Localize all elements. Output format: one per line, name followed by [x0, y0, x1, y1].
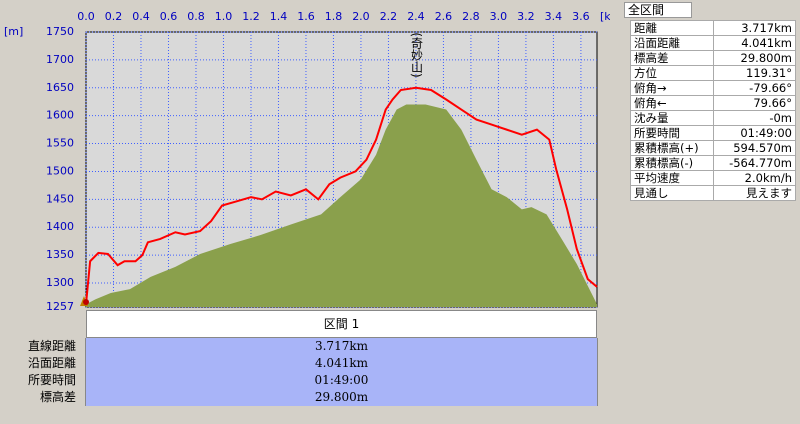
x-tick-label: 2.6	[435, 10, 453, 23]
section-row: 直線距離 3.717km	[0, 338, 600, 355]
summary-title: 全区間	[624, 2, 692, 18]
summary-label: 累積標高(+)	[629, 140, 715, 156]
x-tick-label: 3.0	[490, 10, 508, 23]
x-tick-label: 2.2	[380, 10, 398, 23]
summary-row: 俯角← 79.66°	[629, 95, 796, 111]
y-tick-label: 1600	[46, 109, 74, 122]
y-tick-label: 1750	[46, 25, 74, 38]
x-tick-label: 1.0	[215, 10, 233, 23]
x-tick-label: 3.4	[545, 10, 563, 23]
section-row: 所要時間 01:49:00	[0, 372, 600, 389]
y-tick-label: 1257	[46, 300, 74, 310]
plot	[85, 31, 598, 308]
summary-label: 平均速度	[629, 170, 715, 186]
summary-value: 79.66°	[713, 95, 796, 111]
x-tick-label: 1.2	[242, 10, 260, 23]
x-tick-label: 2.4	[407, 10, 425, 23]
x-tick-label: 0.8	[187, 10, 205, 23]
x-tick-label: 1.8	[325, 10, 343, 23]
summary-value: 4.041km	[713, 35, 796, 51]
summary-value: 119.31°	[713, 65, 796, 81]
summary-label: 俯角→	[629, 80, 715, 96]
summary-label: 所要時間	[629, 125, 715, 141]
section-row: 標高差 29.800m	[0, 389, 600, 406]
summary-value: 2.0km/h	[713, 170, 796, 186]
terrain-area	[86, 104, 597, 307]
y-tick-label: 1550	[46, 137, 74, 150]
y-tick-label: 1300	[46, 276, 74, 289]
section-label: 標高差	[39, 390, 76, 404]
y-tick-label: 1700	[46, 53, 74, 66]
y-tick-label: 1450	[46, 192, 74, 205]
summary-value: 29.800m	[713, 50, 796, 66]
section-value: 29.800m	[85, 389, 598, 406]
summary-value: 594.570m	[713, 140, 796, 156]
x-axis-label: [km]	[600, 10, 610, 23]
x-tick-label: 1.4	[270, 10, 288, 23]
summary-row: 方位 119.31°	[629, 65, 796, 81]
summary-row: 沈み量 -0m	[629, 110, 796, 126]
x-tick-label: 1.6	[297, 10, 315, 23]
summary-label: 見通し	[629, 185, 715, 201]
x-tick-label: 0.0	[77, 10, 95, 23]
summary-label: 累積標高(-)	[629, 155, 715, 171]
x-tick-label: 3.2	[517, 10, 535, 23]
summary-row: 沿面距離 4.041km	[629, 35, 796, 51]
summary-value: 見えます	[713, 185, 796, 201]
section-value: 4.041km	[85, 355, 598, 372]
summary-row: 平均速度 2.0km/h	[629, 170, 796, 186]
x-tick-label: 3.6	[572, 10, 590, 23]
x-tick-label: 2.8	[462, 10, 480, 23]
summary-value: 01:49:00	[713, 125, 796, 141]
x-tick-label: 0.6	[160, 10, 178, 23]
section-value: 01:49:00	[85, 372, 598, 389]
x-tick-label: 0.4	[132, 10, 150, 23]
summary-value: -564.770m	[713, 155, 796, 171]
summary-label: 距離	[629, 20, 715, 36]
summary-row: 距離 3.717km	[629, 20, 796, 36]
route-line	[85, 86, 598, 305]
summary-row: 累積標高(-) -564.770m	[629, 155, 796, 171]
start-flag	[80, 296, 89, 306]
y-tick-label: 1500	[46, 164, 74, 177]
summary-panel: 全区間 距離 3.717km 沿面距離 4.041km 標高差 29.800m 方位 119.…	[624, 2, 796, 201]
section-label: 沿面距離	[27, 356, 76, 370]
summary-row: 所要時間 01:49:00	[629, 125, 796, 141]
section-value: 3.717km	[85, 338, 598, 355]
summary-label: 俯角←	[629, 95, 715, 111]
section-row: 沿面距離 4.041km	[0, 355, 600, 372]
summary-row: 見通し 見えます	[629, 185, 796, 201]
summary-row: 俯角→ -79.66°	[629, 80, 796, 96]
y-axis-label: [m]	[4, 25, 23, 38]
summary-value: -79.66°	[713, 80, 796, 96]
summary-label: 沿面距離	[629, 35, 715, 51]
y-tick-label: 1400	[46, 220, 74, 233]
summary-label: 沈み量	[629, 110, 715, 126]
x-tick-label: 2.0	[352, 10, 370, 23]
section-header: 区間 1	[86, 310, 597, 338]
summary-row: 累積標高(+) 594.570m	[629, 140, 796, 156]
summary-value: -0m	[713, 110, 796, 126]
summary-row: 標高差 29.800m	[629, 50, 796, 66]
section-rows: 直線距離 3.717km 沿面距離 4.041km 所要時間 01:49:00 標高差 29.…	[0, 338, 600, 406]
y-tick-label: 1350	[46, 248, 74, 261]
annotation: (奇妙山)	[410, 32, 424, 77]
chart: [m] [km] (奇妙山) 1257 1300 1350 1400 1450 1500 1…	[4, 10, 610, 310]
summary-table: 距離 3.717km 沿面距離 4.041km 標高差 29.800m 方位 119.31° 俯…	[629, 20, 796, 201]
section-label: 所要時間	[27, 373, 76, 387]
summary-value: 3.717km	[713, 20, 796, 36]
summary-label: 方位	[629, 65, 715, 81]
summary-label: 標高差	[629, 50, 715, 66]
section-label: 直線距離	[27, 339, 76, 353]
x-tick-label: 0.2	[105, 10, 123, 23]
section-panel: 区間 1 直線距離 3.717km 沿面距離 4.041km 所要時間 01:49:00 標…	[0, 310, 600, 406]
y-tick-label: 1650	[46, 81, 74, 94]
